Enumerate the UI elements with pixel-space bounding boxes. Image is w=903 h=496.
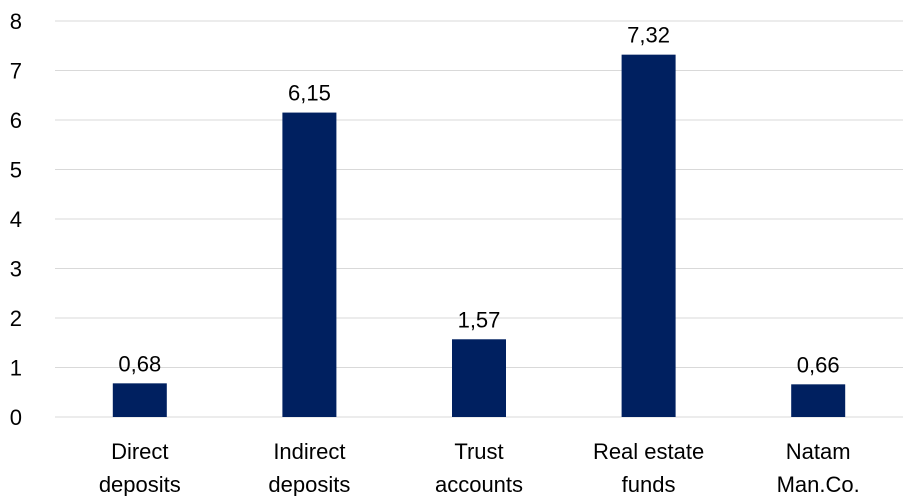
y-axis-ticks: 0 1 2 3 4 5 6 7 8 [10,9,22,430]
x-category-label: Direct deposits [99,439,181,496]
bar [282,112,337,417]
y-tick-label: 6 [10,108,22,133]
bar [112,383,167,417]
bar [621,54,676,417]
data-label: 6,15 [288,81,331,106]
y-tick-label: 1 [10,356,22,381]
y-tick-label: 0 [10,405,22,430]
x-category-label: Indirect deposits [268,439,350,496]
y-tick-label: 7 [10,59,22,84]
y-tick-label: 3 [10,257,22,282]
gridlines [55,20,903,418]
data-label: 0,68 [118,351,161,376]
y-tick-label: 4 [10,207,22,232]
x-category-label: Trust accounts [435,439,523,496]
data-label: 7,32 [627,23,670,48]
x-category-label: Natam Man.Co. [777,439,860,496]
data-label: 0,66 [797,352,840,377]
bar [791,384,846,417]
data-labels: 0,68 6,15 1,57 7,32 0,66 [118,23,839,378]
data-label: 1,57 [458,307,501,332]
x-category-label: Real estate funds [593,439,704,496]
bar [452,339,506,417]
y-tick-label: 2 [10,306,22,331]
bars [112,54,846,417]
y-tick-label: 8 [10,9,22,34]
x-axis-categories: Direct deposits Indirect deposits Trust accou… [99,439,860,496]
y-tick-label: 5 [10,158,22,183]
